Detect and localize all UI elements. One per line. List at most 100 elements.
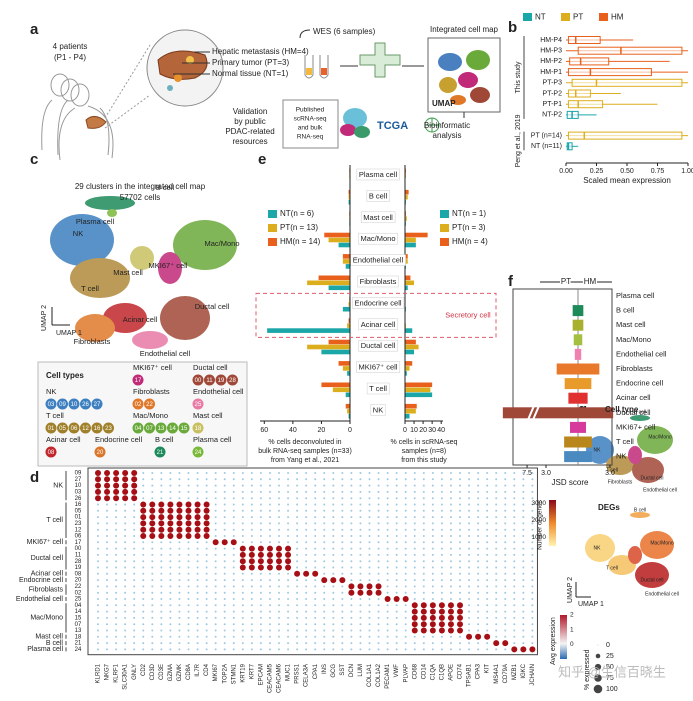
background-dot: [486, 484, 489, 487]
background-dot: [522, 642, 525, 645]
background-dot: [477, 553, 480, 556]
background-dot: [431, 585, 434, 588]
background-dot: [513, 572, 516, 575]
gene-label: NKG7: [105, 663, 111, 680]
highlight: [255, 292, 497, 338]
background-dot: [169, 547, 172, 550]
legend-label: NT(n = 6): [280, 209, 314, 218]
background-dot: [459, 503, 461, 506]
background-dot: [124, 535, 127, 537]
background-dot: [214, 497, 217, 500]
background-dot: [314, 629, 317, 632]
background-dot: [395, 585, 398, 588]
background-dot: [377, 490, 380, 493]
background-dot: [486, 516, 489, 519]
background-dot: [151, 591, 154, 594]
legend-swatch: [561, 13, 570, 21]
background-dot: [115, 610, 118, 613]
marker-dot: [239, 545, 246, 552]
background-dot: [440, 484, 443, 487]
background-dot: [214, 623, 217, 626]
bar: [405, 237, 416, 243]
background-dot: [486, 585, 489, 588]
marker-dot: [167, 526, 174, 533]
category-label: MKI67+ cell: [616, 422, 656, 431]
background-dot: [440, 635, 443, 638]
legend-group: NK: [46, 387, 56, 396]
background-dot: [350, 509, 353, 512]
background-dot: [477, 541, 480, 544]
background-dot: [169, 572, 172, 575]
background-dot: [377, 484, 380, 487]
background-dot: [404, 478, 407, 481]
category-label: Mast cell: [616, 320, 646, 329]
background-dot: [495, 547, 498, 550]
background-dot: [413, 528, 416, 531]
background-dot: [268, 579, 271, 582]
bar: [267, 328, 350, 333]
label-bg: [358, 339, 398, 352]
background-dot: [151, 490, 154, 493]
background-dot: [522, 629, 525, 632]
label-bg: [358, 318, 398, 331]
background-dot: [160, 616, 163, 619]
background-dot: [422, 648, 425, 651]
background-dot: [359, 541, 362, 544]
background-dot: [223, 472, 226, 474]
background-dot: [97, 623, 99, 626]
background-dot: [296, 497, 299, 500]
background-dot: [341, 547, 344, 550]
background-dot: [232, 642, 235, 645]
background-dot: [431, 472, 434, 474]
background-dot: [232, 604, 235, 607]
x-tick-label: 40: [437, 427, 445, 434]
marker-dot: [429, 608, 436, 615]
background-dot: [341, 572, 344, 575]
background-dot: [368, 509, 371, 512]
background-dot: [106, 541, 109, 544]
gene-label: GZMK: [177, 664, 183, 681]
background-dot: [449, 642, 452, 645]
background-dot: [287, 516, 290, 519]
background-dot: [386, 541, 389, 544]
background-dot: [232, 579, 235, 582]
background-dot: [142, 642, 145, 645]
gene-label: STMN1: [231, 663, 237, 684]
background-dot: [323, 541, 326, 544]
background-dot: [296, 522, 299, 525]
background-dot: [169, 490, 172, 493]
background-dot: [459, 591, 461, 594]
legend-label: PT: [573, 13, 583, 22]
background-dot: [350, 490, 353, 493]
background-dot: [404, 591, 407, 594]
background-dot: [259, 490, 262, 493]
background-dot: [259, 572, 262, 575]
background-dot: [522, 472, 525, 474]
background-dot: [268, 629, 271, 632]
row-label: 12: [75, 527, 82, 533]
axis-title: from Yang et al., 2021: [271, 457, 339, 464]
background-dot: [169, 566, 172, 569]
legend-cluster: 08: [48, 450, 55, 456]
x-tick-label: 7.5: [522, 470, 532, 477]
marker-dot: [140, 533, 147, 539]
background-dot: [232, 516, 235, 519]
category-label: Fibroblasts: [616, 364, 653, 373]
background-dot: [323, 509, 326, 512]
background-dot: [341, 535, 344, 537]
background-dot: [250, 509, 253, 512]
background-dot: [205, 572, 208, 575]
background-dot: [305, 591, 308, 594]
background-dot: [468, 623, 471, 626]
legend-dot: [103, 422, 114, 434]
background-dot: [305, 522, 308, 525]
background-dot: [214, 616, 217, 619]
background-dot: [151, 560, 154, 563]
background-dot: [97, 598, 99, 600]
background-dot: [468, 516, 471, 519]
background-dot: [413, 535, 416, 537]
axis-title: samples (n=8): [402, 448, 447, 455]
background-dot: [350, 478, 353, 481]
background-dot: [115, 528, 118, 531]
background-dot: [133, 623, 136, 626]
